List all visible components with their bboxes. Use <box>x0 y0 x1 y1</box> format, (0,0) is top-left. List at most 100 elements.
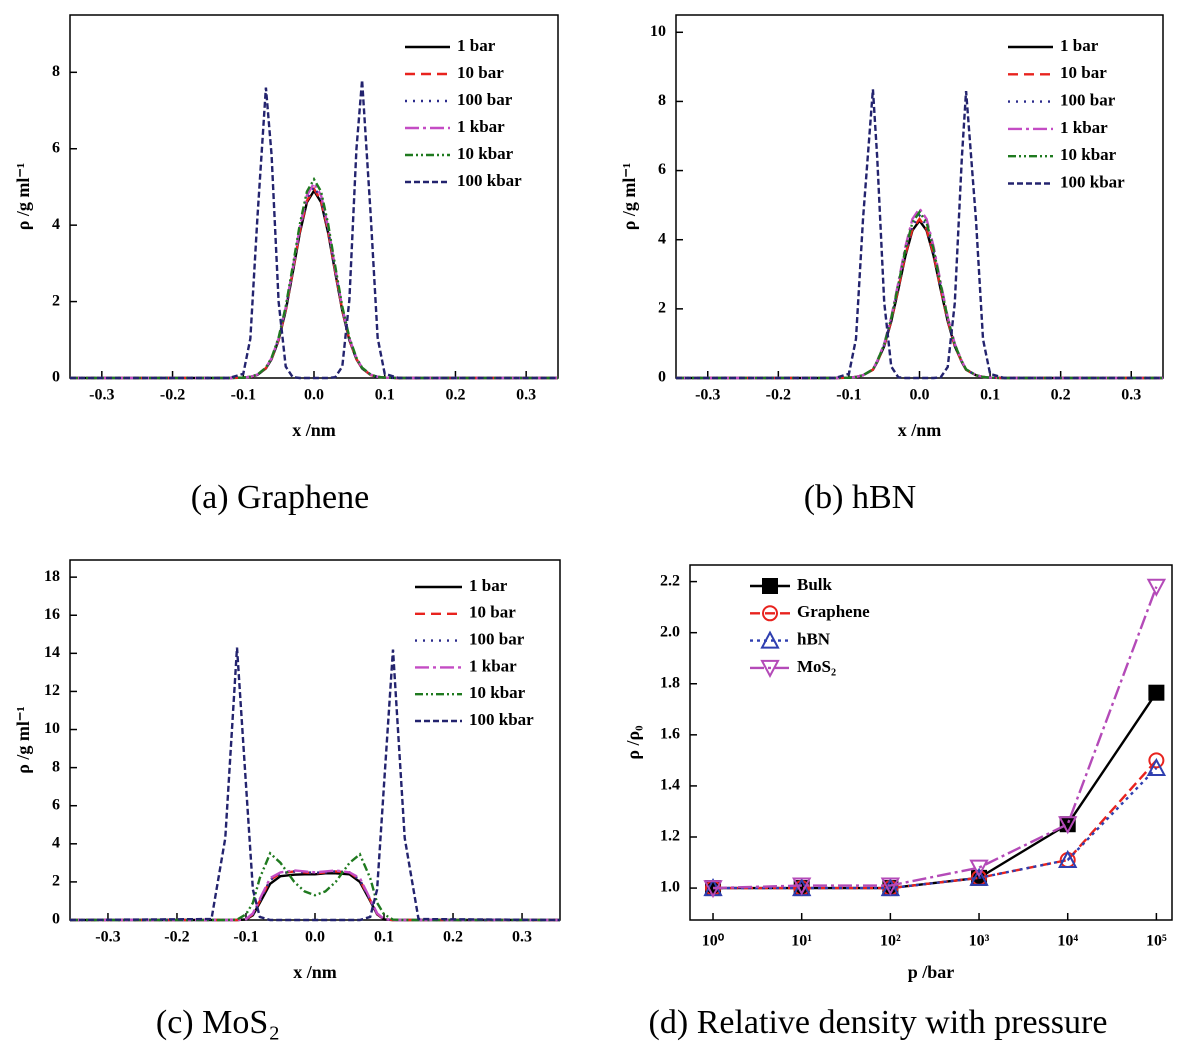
data-point <box>792 877 812 896</box>
x-axis-label: x /nm <box>898 420 942 440</box>
x-axis-label: x /nm <box>292 420 336 440</box>
y-tick-label: 0 <box>658 369 666 386</box>
legend-label: 1 bar <box>1060 36 1099 55</box>
series-line <box>713 767 1158 890</box>
series-line <box>70 79 558 380</box>
legend-marker <box>760 659 780 679</box>
y-tick-label: 2 <box>52 873 60 890</box>
x-tick-label: 0.2 <box>443 929 463 946</box>
x-tick-label: -0.1 <box>836 387 861 404</box>
series-line <box>70 872 560 922</box>
y-tick-label: 6 <box>52 139 60 156</box>
y-tick-label: 8 <box>52 758 60 775</box>
y-tick-label: 2 <box>658 300 666 317</box>
y-tick-label: 6 <box>658 161 666 178</box>
x-tick-label: -0.2 <box>164 929 189 946</box>
data-point <box>1148 684 1165 701</box>
y-tick-label: 1.8 <box>660 674 680 691</box>
data-point <box>703 880 723 899</box>
y-tick-label: 12 <box>44 682 60 699</box>
legend-label: 1 bar <box>457 36 496 55</box>
x-axis-label: p /bar <box>908 962 955 982</box>
y-tick-label: 18 <box>44 568 60 585</box>
series-line <box>70 184 558 380</box>
series-line <box>70 851 560 922</box>
x-tick-label: 10¹ <box>791 933 812 950</box>
x-tick-label: 10⁰ <box>702 933 725 950</box>
plot-frame <box>689 564 1173 921</box>
legend-label: 100 bar <box>457 90 513 109</box>
legend-label: MoS₂ <box>797 657 836 676</box>
y-axis-label: ρ /g ml⁻¹ <box>619 163 639 231</box>
legend-label: 100 bar <box>469 630 525 649</box>
legend-label: 1 kbar <box>1060 118 1108 137</box>
x-axis-label: x /nm <box>293 962 337 982</box>
legend-marker <box>762 578 778 594</box>
legend-label: 10 bar <box>457 63 504 82</box>
x-tick-label: -0.2 <box>160 387 185 404</box>
series-line <box>69 647 561 922</box>
x-tick-label: 0.3 <box>516 387 536 404</box>
series-line <box>676 206 1163 380</box>
legend-label: 10 kbar <box>457 144 514 163</box>
data-point <box>1058 816 1078 835</box>
series-line <box>713 759 1158 890</box>
caption: (d) Relative density with pressure <box>649 1004 1108 1041</box>
x-tick-label: 10² <box>880 933 901 950</box>
series-line <box>712 586 1158 890</box>
series-line <box>676 213 1163 380</box>
y-tick-label: 1.6 <box>660 726 680 743</box>
y-tick-label: 1.4 <box>660 777 680 794</box>
legend-label: 10 bar <box>469 603 516 622</box>
legend-label: Graphene <box>797 602 870 621</box>
series-line <box>70 180 558 380</box>
y-tick-label: 1.0 <box>660 879 680 896</box>
x-tick-label: -0.3 <box>95 929 120 946</box>
series-line <box>676 89 1163 380</box>
legend-label: 1 kbar <box>469 656 517 675</box>
legend-label: 10 bar <box>1060 63 1107 82</box>
x-tick-label: 10⁵ <box>1146 933 1167 950</box>
y-tick-label: 8 <box>52 63 60 80</box>
legend-label: 100 bar <box>1060 91 1116 110</box>
y-tick-label: 10 <box>650 23 666 40</box>
caption: (b) hBN <box>804 479 916 516</box>
y-tick-label: 6 <box>52 796 60 813</box>
series-line <box>676 216 1163 380</box>
y-axis-label: ρ /g ml⁻¹ <box>13 706 33 774</box>
legend-label: 1 kbar <box>457 117 505 136</box>
series-line <box>676 218 1163 380</box>
y-tick-label: 1.2 <box>660 828 680 845</box>
x-tick-label: -0.1 <box>233 929 258 946</box>
data-point <box>1148 752 1165 769</box>
data-point <box>969 867 989 886</box>
y-tick-label: 16 <box>44 606 60 623</box>
legend-marker <box>762 605 778 622</box>
x-tick-label: 0.0 <box>305 929 325 946</box>
y-tick-label: 4 <box>52 834 60 851</box>
series-line <box>70 188 558 380</box>
x-tick-label: 0.0 <box>910 387 930 404</box>
x-tick-label: -0.3 <box>695 387 720 404</box>
x-tick-label: -0.1 <box>231 387 256 404</box>
series-line <box>70 176 558 380</box>
series-line <box>70 186 558 380</box>
data-point <box>969 859 989 878</box>
y-tick-label: 4 <box>658 230 666 247</box>
x-tick-label: -0.2 <box>766 387 791 404</box>
x-tick-label: 0.1 <box>980 387 1000 404</box>
y-tick-label: 0 <box>52 369 60 386</box>
y-tick-label: 0 <box>52 911 60 928</box>
x-tick-label: 0.3 <box>512 929 532 946</box>
legend-label: 100 kbar <box>469 710 534 729</box>
data-point <box>1058 849 1078 868</box>
y-tick-label: 2 <box>52 292 60 309</box>
caption: (c) MoS₂ <box>156 1004 280 1041</box>
y-tick-label: 2.2 <box>660 572 680 589</box>
legend-marker <box>760 630 780 649</box>
series-line <box>676 209 1163 380</box>
legend-label: Bulk <box>797 575 833 594</box>
data-point <box>880 877 901 896</box>
series-line <box>70 869 560 922</box>
